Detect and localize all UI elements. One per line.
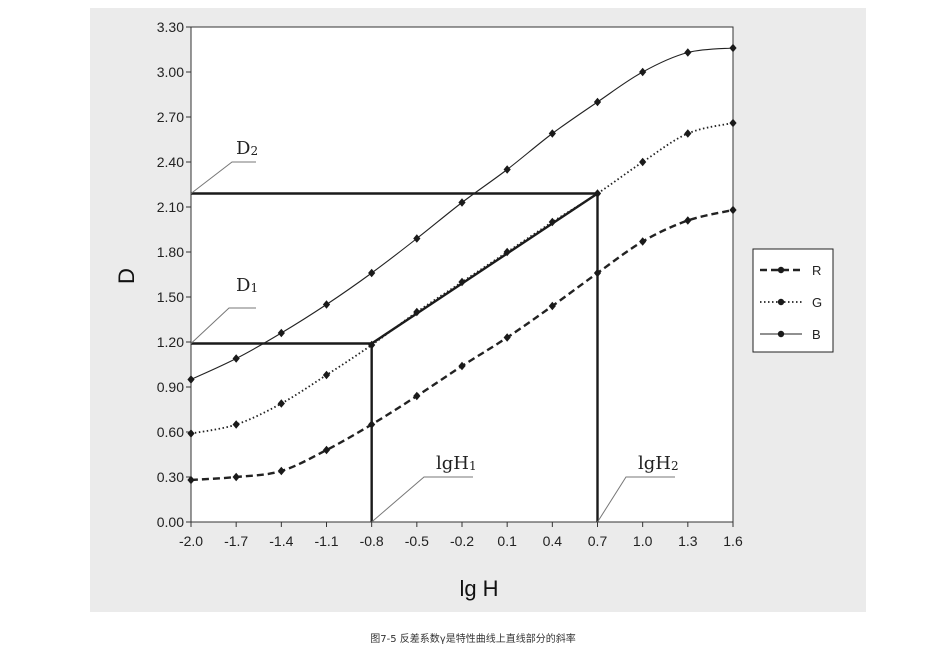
series-b — [187, 43, 737, 384]
data-point — [322, 445, 331, 455]
data-point — [729, 43, 737, 53]
lgh1-label-main: lgH — [436, 453, 469, 474]
d2-label: D2 — [236, 138, 258, 159]
characteristic-curve-chart: 0.00 0.30 0.60 0.90 1.20 1.50 1.80 2.10 2.40 2.70… — [114, 19, 834, 601]
data-point — [548, 301, 556, 311]
data-point — [368, 268, 376, 278]
y-tick-label: 1.50 — [157, 289, 184, 305]
y-tick-label: 2.40 — [157, 154, 184, 170]
data-point — [729, 118, 737, 128]
data-point — [503, 165, 511, 174]
data-point — [458, 277, 466, 287]
axes: 0.00 0.30 0.60 0.90 1.20 1.50 1.80 2.10 2.40 2.70… — [157, 19, 743, 549]
data-point — [322, 300, 331, 309]
d2-label-main: D — [236, 138, 250, 159]
legend-label-g: G — [812, 295, 822, 310]
data-point — [368, 420, 376, 429]
data-point — [639, 157, 647, 167]
chart-panel: 0.00 0.30 0.60 0.90 1.20 1.50 1.80 2.10 2.40 2.70… — [90, 8, 866, 612]
d2-leader — [190, 161, 256, 194]
x-tick-label: 0.7 — [588, 533, 608, 549]
data-point — [729, 205, 737, 215]
data-point — [232, 354, 240, 363]
guide-lines — [191, 192, 599, 522]
data-point — [187, 475, 195, 485]
lgh2-label: lgH2 — [638, 453, 679, 474]
y-tick-label: 1.20 — [157, 334, 184, 350]
data-point — [368, 340, 376, 350]
x-tick-label: -1.7 — [224, 533, 248, 549]
legend-box — [752, 248, 834, 353]
data-point — [593, 268, 602, 278]
y-tick-label: 0.00 — [157, 514, 184, 530]
y-tick-label: 3.00 — [157, 64, 184, 80]
data-point — [593, 97, 602, 107]
data-point — [503, 247, 511, 257]
data-point — [232, 420, 240, 429]
plot-area — [190, 26, 734, 523]
x-tick-label: -2.0 — [179, 533, 203, 549]
lgh2-label-sub: 2 — [671, 459, 679, 473]
x-tick-label: 1.0 — [633, 533, 653, 549]
data-point — [458, 361, 466, 371]
y-tick-label: 0.90 — [157, 379, 184, 395]
x-axis-title: lg H — [459, 576, 498, 601]
d1-leader — [190, 307, 256, 344]
data-point — [187, 375, 195, 384]
data-point — [639, 67, 647, 77]
d1-label-main: D — [236, 275, 250, 296]
y-tick-label: 2.70 — [157, 109, 184, 125]
data-point — [187, 429, 195, 438]
legend-label-b: B — [812, 327, 821, 342]
x-tick-label: -0.5 — [405, 533, 429, 549]
legend-marker-r — [777, 266, 785, 274]
x-tick-label: 0.1 — [497, 533, 517, 549]
data-point — [322, 370, 331, 380]
lgh2-label-main: lgH — [638, 453, 671, 474]
data-point — [548, 217, 556, 227]
data-point — [413, 234, 421, 243]
data-point — [503, 333, 511, 342]
lgh1-label: lgH1 — [436, 453, 477, 474]
y-tick-label: 3.30 — [157, 19, 184, 35]
figure-caption: 图7-5 反差系数γ是特性曲线上直线部分的斜率 — [370, 634, 576, 645]
d2-label-sub: 2 — [250, 144, 258, 158]
data-point — [458, 198, 466, 207]
data-point — [548, 129, 556, 138]
x-tick-label: -0.2 — [450, 533, 474, 549]
legend-marker-b — [777, 330, 785, 338]
lgh2-leader — [597, 476, 675, 523]
legend-label-r: R — [812, 263, 821, 278]
data-point — [684, 48, 692, 57]
data-point — [639, 237, 647, 246]
y-tick-label: 2.10 — [157, 199, 184, 215]
data-point — [593, 189, 602, 198]
x-tick-label: -1.4 — [269, 533, 293, 549]
legend-marker-g — [777, 298, 785, 306]
data-point — [232, 472, 240, 482]
data-point — [684, 216, 692, 225]
lgh1-label-sub: 1 — [469, 459, 477, 473]
x-tick-label: 0.4 — [543, 533, 563, 549]
x-tick-label: -0.8 — [360, 533, 384, 549]
y-tick-label: 0.30 — [157, 469, 184, 485]
data-point — [413, 307, 421, 317]
series — [187, 43, 737, 485]
y-tick-label: 1.80 — [157, 244, 184, 260]
legend: R G B — [752, 248, 834, 353]
d1-label: D1 — [236, 275, 258, 296]
x-tick-label: -1.1 — [314, 533, 338, 549]
lgh1-leader — [371, 476, 473, 523]
x-tick-label: 1.3 — [678, 533, 698, 549]
data-point — [413, 391, 421, 401]
y-tick-label: 0.60 — [157, 424, 184, 440]
x-tick-label: 1.6 — [723, 533, 743, 549]
series-r — [187, 205, 737, 485]
y-axis-title: D — [114, 268, 139, 284]
straight-segment-line — [371, 192, 599, 345]
d1-label-sub: 1 — [250, 281, 258, 295]
